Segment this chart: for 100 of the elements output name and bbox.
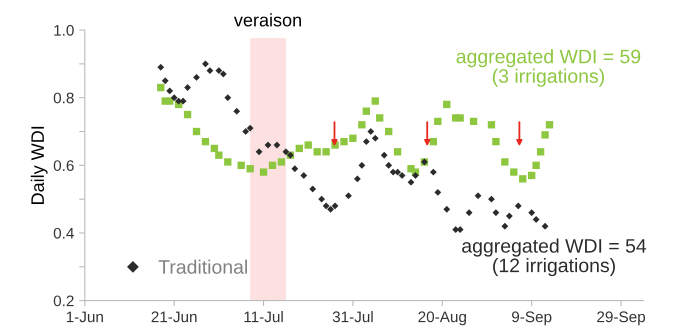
point xyxy=(180,98,187,104)
point xyxy=(358,121,366,128)
point xyxy=(170,94,178,102)
point xyxy=(384,128,392,136)
point xyxy=(224,94,232,102)
point xyxy=(532,216,540,223)
point xyxy=(345,192,352,200)
point xyxy=(157,84,164,92)
point xyxy=(260,168,268,176)
point xyxy=(332,202,338,210)
point xyxy=(466,209,473,216)
x-tick-label: 21-Jun xyxy=(152,311,197,322)
y-axis-title: Daily WDI xyxy=(30,126,48,204)
y-tick-label: 0.8 xyxy=(54,92,74,104)
point xyxy=(349,134,357,142)
point xyxy=(206,67,214,74)
point xyxy=(340,138,348,146)
point xyxy=(488,196,495,203)
point xyxy=(291,165,298,172)
point xyxy=(362,108,370,115)
point xyxy=(215,152,223,159)
point xyxy=(278,158,286,166)
point xyxy=(242,128,250,135)
point xyxy=(546,121,554,128)
x-tick-label: 11-Jul xyxy=(244,311,283,322)
point xyxy=(233,108,240,115)
point xyxy=(398,172,406,179)
point xyxy=(514,202,522,210)
point xyxy=(456,114,464,122)
point xyxy=(192,128,200,136)
point xyxy=(264,142,272,148)
point xyxy=(300,172,308,179)
point xyxy=(528,172,536,180)
point xyxy=(541,131,549,139)
point xyxy=(434,188,442,196)
point xyxy=(412,172,419,179)
point xyxy=(443,206,450,213)
point xyxy=(385,162,392,169)
point xyxy=(202,60,209,68)
point xyxy=(519,175,526,183)
point xyxy=(358,162,366,169)
point xyxy=(380,152,388,159)
point xyxy=(224,158,232,166)
x-tick-label: 31-Jul xyxy=(332,311,373,322)
point xyxy=(304,141,312,149)
point xyxy=(532,162,540,170)
x-tick-label: 1-Jun xyxy=(66,312,103,322)
y-tick-label: 1.0 xyxy=(54,24,74,36)
point xyxy=(408,178,414,186)
point xyxy=(322,202,330,210)
point xyxy=(542,222,548,230)
y-tick-label: 0.4 xyxy=(54,228,74,239)
point xyxy=(434,118,442,126)
point xyxy=(166,88,174,94)
point xyxy=(506,212,513,220)
annotation: aggregated WDI = 59 (3 irrigations) xyxy=(456,49,640,87)
legend-label: Traditional xyxy=(158,260,247,274)
point xyxy=(274,142,280,148)
point xyxy=(268,162,276,170)
point xyxy=(282,148,290,156)
point xyxy=(184,110,192,118)
point xyxy=(313,148,321,156)
point xyxy=(492,209,500,216)
point xyxy=(296,144,303,152)
point xyxy=(246,165,254,172)
point xyxy=(372,97,379,105)
point xyxy=(488,121,496,128)
point xyxy=(536,148,544,156)
point xyxy=(193,74,200,81)
point xyxy=(430,168,437,176)
point xyxy=(220,70,227,78)
point xyxy=(430,138,438,146)
point xyxy=(367,128,374,135)
point xyxy=(246,124,254,132)
point xyxy=(474,192,482,200)
point xyxy=(394,168,402,176)
point xyxy=(394,148,402,156)
x-tick-label: 20-Aug xyxy=(418,311,466,326)
point xyxy=(501,158,509,166)
point xyxy=(492,138,500,146)
point xyxy=(210,144,218,152)
point xyxy=(443,100,450,108)
y-tick-label: 0.2 xyxy=(54,295,74,306)
x-tick-label: 9-Sep xyxy=(512,311,552,326)
annotation: aggregated WDI = 54 (12 irrigations) xyxy=(462,238,646,276)
point xyxy=(501,222,508,230)
point xyxy=(184,84,191,91)
point xyxy=(166,97,174,105)
point xyxy=(470,118,478,126)
point xyxy=(238,162,245,170)
point xyxy=(456,226,464,233)
point xyxy=(256,148,262,156)
point xyxy=(372,134,379,142)
point xyxy=(327,206,334,213)
point xyxy=(362,138,370,146)
point xyxy=(354,175,361,182)
point xyxy=(528,209,536,216)
point xyxy=(510,168,518,176)
point xyxy=(157,64,164,71)
point xyxy=(215,67,222,74)
